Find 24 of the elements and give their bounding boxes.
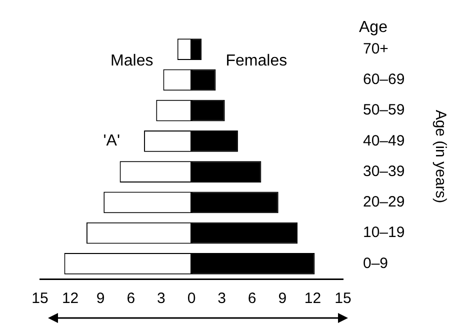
- x-tick-label: 15: [32, 290, 48, 308]
- y-tick-label: 70+: [363, 40, 389, 58]
- x-tick-label: 15: [334, 290, 352, 308]
- text: Age: [359, 19, 388, 36]
- y-tick-label: 50–59: [363, 102, 405, 119]
- y-axis-title: Age (in years): [432, 110, 449, 204]
- series-label: Males: [110, 52, 154, 70]
- x-tick-label: 3: [218, 290, 226, 308]
- x-tick-label: 9: [278, 290, 287, 308]
- x-tick-label: 0: [187, 290, 196, 308]
- x-tick-label: 12: [62, 290, 79, 308]
- y-tick-label: 30–39: [363, 162, 405, 180]
- x-tick-label: 3: [157, 290, 166, 308]
- x-tick-label: 9: [96, 290, 105, 308]
- series-label: Females: [226, 52, 288, 70]
- x-tick-label: 6: [126, 290, 136, 308]
- x-tick-label: 12: [304, 290, 322, 308]
- y-tick-label: 60–69: [363, 71, 405, 88]
- y-tick-label: 10–19: [363, 224, 405, 242]
- y-tick-label: 0–9: [363, 254, 388, 272]
- annotation: 'A': [103, 132, 120, 150]
- x-tick-label: 6: [248, 290, 256, 308]
- y-tick-label: 40–49: [363, 132, 405, 150]
- y-tick-label: 20–29: [363, 194, 405, 211]
